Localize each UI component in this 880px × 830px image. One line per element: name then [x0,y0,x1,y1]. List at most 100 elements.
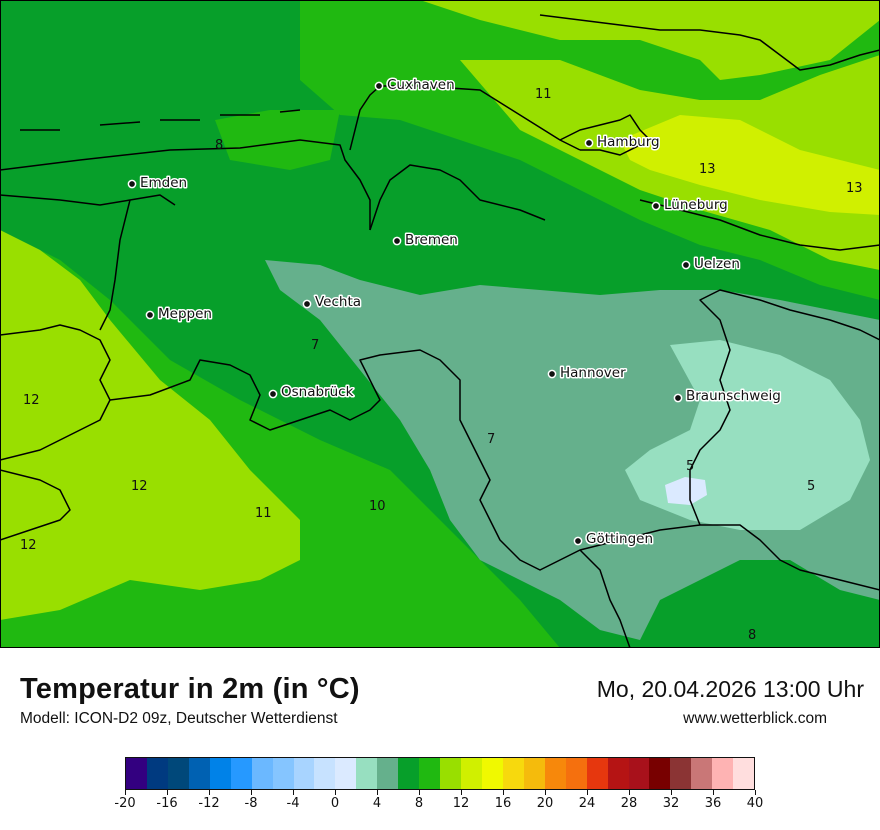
colorbar-tick-label: 32 [662,796,680,811]
svg-text:Vechta: Vechta [315,294,361,310]
colorbar-tick-label: 20 [536,796,554,811]
isolabel: 13 [846,181,863,196]
colorbar-ticks: -20 -16 -12 -8 -4 0 4 8 12 16 20 24 28 32 36 40 [114,790,763,820]
colorbar-tick [334,790,336,795]
colorbar-bin [544,758,566,789]
city-vechta[interactable]: Vechta [302,293,363,312]
colorbar-tick [628,790,630,795]
colorbar-tick-label: 0 [330,796,340,811]
colorbar-tick [502,790,504,795]
colorbar-bin [523,758,545,789]
colorbar-tick [208,790,210,795]
colorbar-bin [126,758,147,789]
colorbar-tick [586,790,588,795]
colorbar-tick [250,790,252,795]
colorbar-bin [377,758,399,789]
colorbar-bin [146,758,168,789]
colorbar-bin [502,758,524,789]
colorbar-bin [440,758,461,789]
city-hannover[interactable]: Hannover [547,364,628,383]
colorbar-tick [166,790,168,795]
colorbar-tick-label: -12 [198,796,220,811]
colorbar-tick-label: -16 [156,796,178,811]
colorbar-tick [418,790,420,795]
coastline-borders [0,14,880,648]
svg-text:Osnabrück: Osnabrück [281,384,354,400]
colorbar-tick-label: 24 [578,796,596,811]
colorbar-tick-label: 8 [414,796,424,811]
colorbar-bin [733,758,755,789]
colorbar-bin [691,758,713,789]
colorbar-bin [356,758,378,789]
svg-text:Meppen: Meppen [158,306,212,322]
colorbar-tick [544,790,546,795]
colorbar-bin [335,758,357,789]
isolabel: 5 [686,459,694,474]
colorbar-tick-label: 40 [746,796,764,811]
city-meppen[interactable]: Meppen [145,305,213,324]
colorbar-bin [167,758,189,789]
city-emden[interactable]: Emden [127,174,189,193]
isolabel: 12 [131,479,148,494]
city-braunschweig[interactable]: Braunschweig [673,387,782,406]
svg-text:Hannover: Hannover [560,365,626,381]
temp-zone-10-12-southwest [0,230,300,620]
colorbar-tick [712,790,714,795]
colorbar-bin [314,758,336,789]
city-uelzen[interactable]: Uelzen [681,255,741,274]
temp-zone-0-2 [665,477,707,505]
city-goettingen[interactable]: Göttingen [573,530,655,549]
isoline-labels: 11 8 13 13 7 12 7 5 12 5 10 11 12 8 [20,87,863,643]
colorbar-tick [460,790,462,795]
colorbar [125,757,755,790]
isolabel: 13 [699,162,716,177]
colorbar-bin [712,758,734,789]
colorbar-bin [607,758,629,789]
isolabel: 7 [311,338,319,353]
colorbar-tick-label: 4 [372,796,382,811]
svg-text:Lüneburg: Lüneburg [664,197,728,213]
isolabel: 5 [807,479,815,494]
colorbar-bin [628,758,650,789]
colorbar-tick [670,790,672,795]
colorbar-tick-label: -8 [244,796,258,811]
isolabel: 10 [369,499,386,514]
temp-zone-8-10-north-coast [215,110,340,170]
svg-text:Emden: Emden [140,175,187,191]
city-cuxhaven[interactable]: Cuxhaven [374,76,456,95]
isolabel: 8 [215,138,223,153]
colorbar-bin [419,758,441,789]
temperature-map: 11 8 13 13 7 12 7 5 12 5 10 11 12 8 Cuxh… [0,0,880,648]
city-hamburg[interactable]: Hamburg [584,133,661,152]
colorbar-tick [292,790,294,795]
colorbar-tick-label: 36 [704,796,722,811]
colorbar-tick-label: -20 [114,796,136,811]
chart-title: Temperatur in 2m (in °C) [20,673,360,705]
colorbar-bin [188,758,210,789]
isolabel: 8 [748,628,756,643]
svg-text:Hamburg: Hamburg [597,134,660,150]
colorbar-tick-label: 12 [452,796,470,811]
isolabel: 11 [535,87,552,102]
svg-text:Braunschweig: Braunschweig [686,388,781,404]
svg-text:Bremen: Bremen [405,232,458,248]
city-bremen[interactable]: Bremen [392,231,459,250]
city-lueneburg[interactable]: Lüneburg [651,196,729,215]
colorbar-bin [293,758,315,789]
city-osnabrueck[interactable]: Osnabrück [268,383,355,402]
colorbar-bin [398,758,420,789]
colorbar-bin [461,758,482,789]
svg-text:Göttingen: Göttingen [586,531,653,547]
colorbar-bin [586,758,608,789]
temp-zone-10-12-north [420,0,880,80]
svg-text:Cuxhaven: Cuxhaven [387,77,455,93]
colorbar-tick [754,790,756,795]
colorbar-bin [481,758,503,789]
colorbar-bin [649,758,671,789]
colorbar-bin [565,758,587,789]
colorbar-bin [670,758,692,789]
svg-text:Uelzen: Uelzen [694,256,740,272]
isolabel: 12 [20,538,37,553]
model-info: Modell: ICON-D2 09z, Deutscher Wetterdie… [20,710,338,727]
website-link[interactable]: www.wetterblick.com [683,710,827,727]
